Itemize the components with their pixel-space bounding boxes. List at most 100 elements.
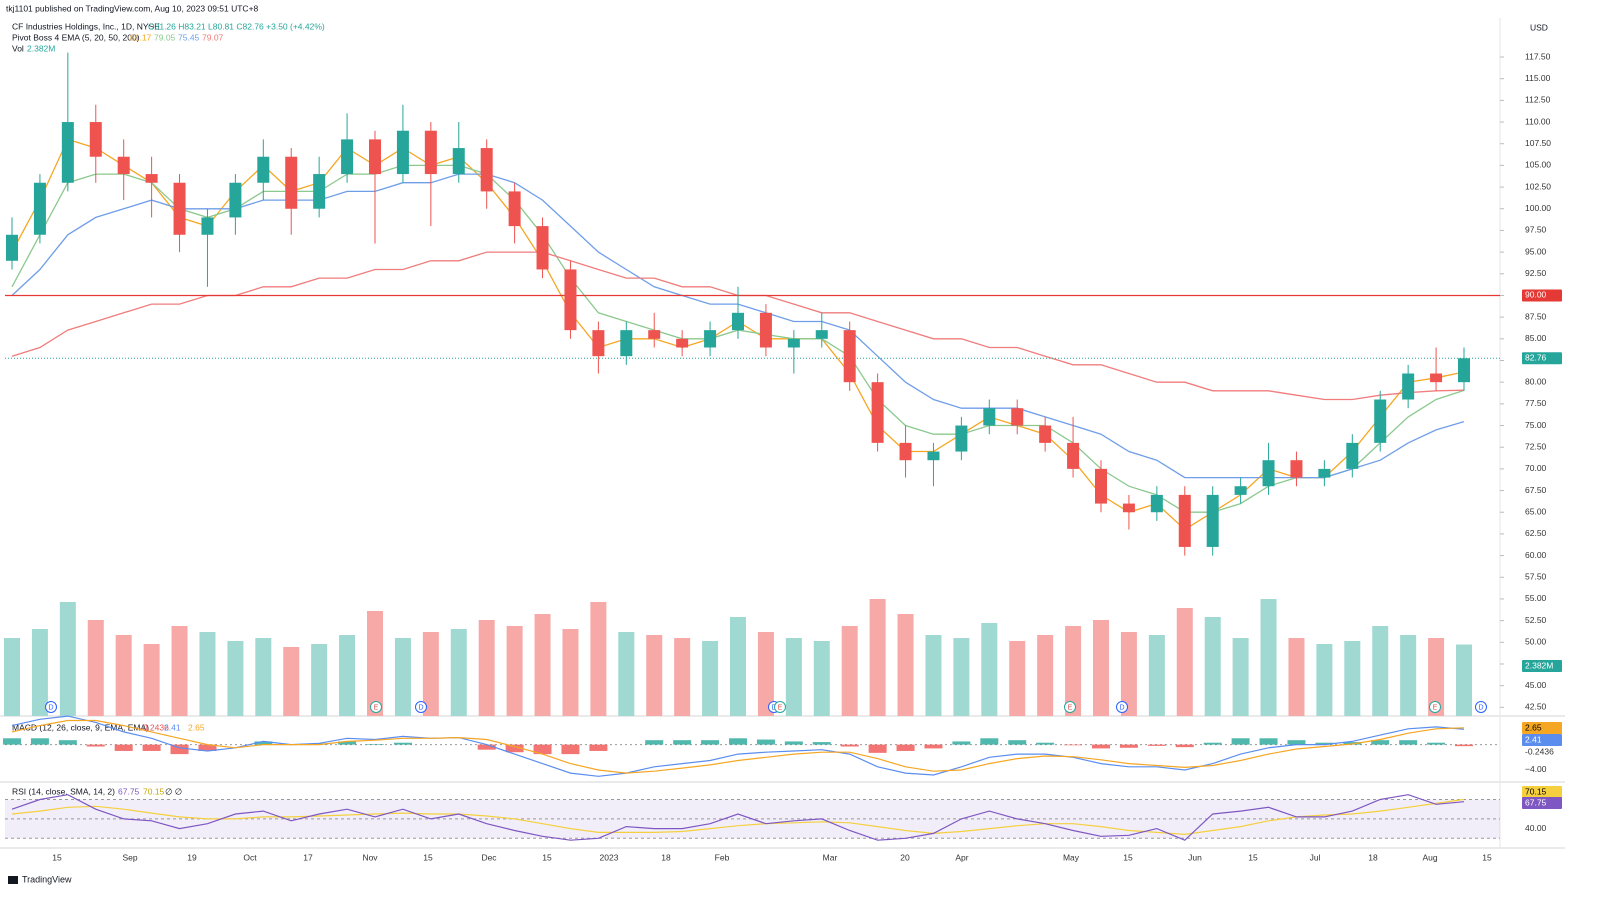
- x-tick-label: Jul: [1310, 852, 1321, 862]
- volume-bar: [255, 638, 272, 716]
- macd-histogram-bar: [924, 744, 943, 749]
- y-tick-label: 42.50: [1525, 702, 1547, 712]
- volume-bar: [367, 611, 383, 716]
- volume-bar: [422, 632, 439, 716]
- candle-body: [173, 182, 186, 235]
- volume-bar: [618, 632, 635, 716]
- volume-bar: [590, 602, 607, 716]
- macd-histogram-bar: [701, 740, 720, 745]
- event-label: D: [1119, 704, 1124, 711]
- volume-bar: [171, 626, 188, 716]
- macd-histogram-bar: [1259, 738, 1278, 745]
- volume-bar: [1037, 635, 1054, 716]
- volume-bar: [1232, 638, 1249, 716]
- y-tick-label: 105.00: [1525, 160, 1551, 170]
- x-tick-label: 15: [1123, 852, 1133, 862]
- event-marker: [1064, 701, 1076, 713]
- event-marker: [1116, 701, 1128, 713]
- macd-legend-value: -0.2436: [140, 722, 169, 732]
- volume-bar: [59, 602, 76, 716]
- y-tick-label: 70.00: [1525, 463, 1547, 473]
- volume-bar: [869, 599, 886, 716]
- macd-line: [11, 715, 1465, 777]
- volume-bar: [478, 620, 495, 716]
- histogram-last: -0.2436: [1525, 746, 1554, 756]
- x-tick-label: Mar: [823, 852, 838, 862]
- y-tick-label: 100.00: [1525, 203, 1551, 213]
- macd-legend-value: 2.41: [164, 722, 181, 732]
- candle-body: [1430, 373, 1443, 383]
- candle-body: [89, 122, 102, 157]
- macd-histogram-bar: [58, 740, 77, 745]
- indicator-name: Pivot Boss 4 EMA (5, 20, 50, 200): [12, 32, 140, 42]
- volume-bar: [199, 632, 216, 716]
- macd-histogram-bar: [393, 742, 412, 745]
- candle-body: [592, 330, 605, 357]
- y-tick-label: 97.50: [1525, 225, 1547, 235]
- candle-body: [369, 139, 381, 175]
- candle-body: [1374, 399, 1387, 443]
- volume-bar: [1400, 635, 1417, 716]
- candle-body: [648, 330, 661, 339]
- candle-body: [759, 312, 772, 348]
- rsi-line: [11, 794, 1465, 841]
- candle-body: [1150, 494, 1163, 513]
- macd-histogram-bar: [1203, 742, 1222, 745]
- event-label: E: [374, 704, 379, 711]
- rsi-last: 67.75: [1525, 797, 1547, 807]
- volume-bar: [227, 641, 244, 716]
- event-marker: [774, 701, 786, 713]
- candle-body: [983, 408, 996, 426]
- macd-histogram-bar: [645, 740, 664, 745]
- volume-bar: [4, 638, 20, 716]
- ema-legend-value: 75.45: [178, 32, 200, 42]
- macd-histogram-bar: [1036, 742, 1055, 745]
- macd-histogram-bar: [310, 743, 329, 745]
- candle-body: [396, 130, 409, 175]
- candle-body: [201, 217, 214, 235]
- y-tick-label: 95.00: [1525, 246, 1547, 256]
- candle-body: [61, 122, 74, 183]
- rsi-sma-last-bg: [1522, 786, 1562, 798]
- macd-histogram-bar: [980, 738, 999, 745]
- x-tick-label: Sep: [122, 852, 137, 862]
- macd-tick-label: −4.00: [1525, 764, 1547, 774]
- volume-bar: [115, 635, 132, 716]
- macd-histogram-bar: [1175, 744, 1194, 748]
- x-tick-label: Apr: [955, 852, 968, 862]
- y-tick-label: 117.50: [1525, 51, 1551, 61]
- candle-body: [732, 312, 744, 331]
- ema-legend-value: 79.07: [202, 32, 224, 42]
- currency: USD: [1530, 22, 1548, 32]
- y-tick-label: 65.00: [1525, 506, 1547, 516]
- volume-bar: [841, 626, 858, 716]
- candle-body: [1095, 468, 1107, 504]
- x-tick-label: 15: [542, 852, 552, 862]
- candle-body: [1458, 358, 1470, 383]
- volume-bar: [1372, 626, 1389, 716]
- y-tick-label: 112.50: [1525, 95, 1551, 105]
- macd-histogram-bar: [477, 744, 496, 750]
- event-marker: [45, 701, 57, 713]
- footer-logo: [8, 876, 18, 884]
- volume-bar: [283, 647, 300, 716]
- macd-histogram-bar: [1287, 740, 1306, 745]
- x-tick-label: Nov: [362, 852, 378, 862]
- y-tick-label: 62.50: [1525, 528, 1547, 538]
- candle-body: [285, 156, 298, 209]
- event-label: D: [418, 704, 423, 711]
- volume-bar: [562, 629, 579, 716]
- macd-histogram-bar: [589, 744, 608, 751]
- y-tick-label: 87.50: [1525, 311, 1547, 321]
- ema-legend-value: 79.05: [154, 32, 176, 42]
- volume-bar: [1148, 635, 1165, 716]
- ema-legend-value: 81.17: [130, 32, 152, 42]
- x-tick-label: Feb: [715, 852, 730, 862]
- macd-histogram-bar: [1119, 744, 1138, 748]
- x-tick-label: Jun: [1188, 852, 1202, 862]
- volume-bar: [1204, 617, 1221, 716]
- candle-body: [1402, 373, 1415, 400]
- y-tick-label: 107.50: [1525, 138, 1551, 148]
- y-tick-label: 55.00: [1525, 593, 1547, 603]
- candle-body: [452, 148, 465, 175]
